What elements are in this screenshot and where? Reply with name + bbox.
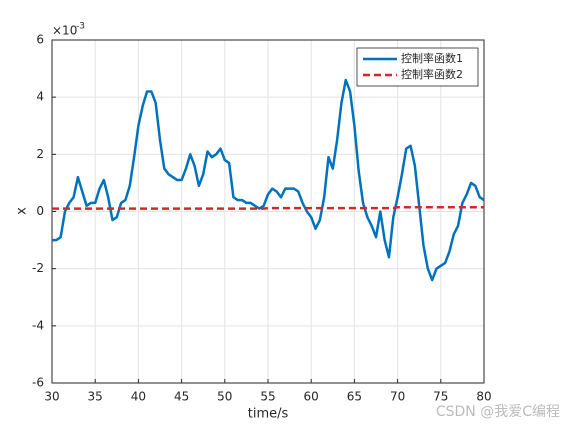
y-tick-label: 6 bbox=[36, 33, 44, 47]
x-tick-label: 80 bbox=[476, 390, 491, 404]
x-tick-label: 30 bbox=[44, 390, 59, 404]
x-tick-label: 65 bbox=[347, 390, 362, 404]
y-tick-label: -4 bbox=[32, 318, 44, 332]
y-tick-label: -2 bbox=[32, 261, 44, 275]
y-multiplier-exponent: -3 bbox=[76, 22, 85, 32]
y-tick-label: 4 bbox=[36, 90, 44, 104]
x-tick-label: 75 bbox=[433, 390, 448, 404]
legend-label: 控制率函数2 bbox=[401, 67, 463, 81]
x-tick-label: 60 bbox=[304, 390, 319, 404]
data-line bbox=[52, 205, 484, 210]
x-tick-label: 40 bbox=[131, 390, 146, 404]
x-tick-label: 45 bbox=[174, 390, 189, 404]
x-tick-label: 70 bbox=[390, 390, 405, 404]
y-multiplier: ×10 bbox=[52, 24, 77, 38]
y-tick-label: 0 bbox=[36, 204, 44, 218]
y-tick-label: -6 bbox=[32, 376, 44, 390]
data-line bbox=[52, 78, 485, 282]
plot-frame bbox=[51, 39, 485, 384]
legend-box bbox=[356, 47, 479, 87]
y-tick-label: 2 bbox=[36, 147, 44, 161]
x-tick-label: 35 bbox=[88, 390, 103, 404]
watermark: CSDN @我爱C编程 bbox=[436, 404, 560, 420]
x-axis-label: time/s bbox=[248, 407, 289, 422]
legend-label: 控制率函数1 bbox=[401, 51, 463, 65]
x-tick-label: 55 bbox=[260, 390, 275, 404]
x-tick-label: 50 bbox=[217, 390, 232, 404]
y-axis-label: x bbox=[15, 207, 30, 215]
